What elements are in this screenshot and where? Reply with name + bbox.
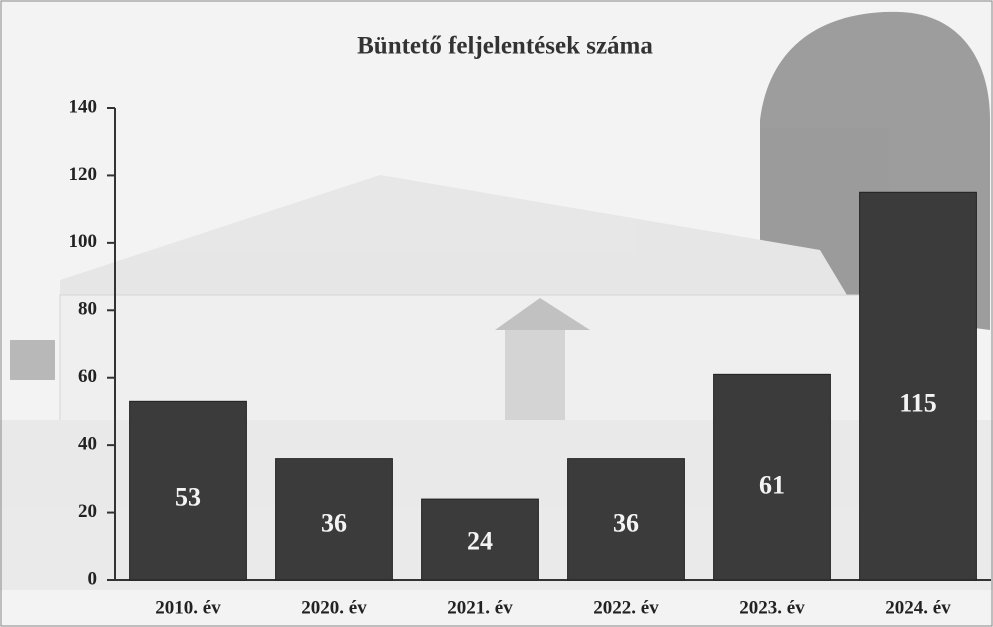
y-tick-label: 100	[69, 231, 98, 252]
x-tick-label: 2023. év	[739, 597, 805, 618]
x-tick-label: 2022. év	[593, 597, 659, 618]
door	[505, 330, 565, 420]
bar	[567, 458, 685, 581]
y-tick-label: 80	[78, 299, 97, 320]
y-tick-label: 60	[78, 366, 97, 387]
roof	[60, 175, 850, 300]
y-tick-label: 20	[78, 501, 97, 522]
bar	[129, 400, 247, 581]
bar	[713, 373, 831, 581]
value-label: 36	[613, 508, 639, 537]
porch	[495, 298, 590, 330]
x-tick-label: 2024. év	[885, 597, 951, 618]
bush	[10, 340, 55, 380]
x-tick-label: 2010. év	[155, 597, 221, 618]
value-label: 61	[759, 470, 785, 499]
y-tick-label: 0	[88, 568, 98, 589]
value-label: 53	[175, 483, 201, 512]
x-tick-label: 2021. év	[447, 597, 513, 618]
y-tick-label: 120	[69, 164, 98, 185]
value-label: 36	[321, 508, 347, 537]
bar	[275, 458, 393, 581]
value-label: 115	[899, 388, 937, 417]
y-tick-label: 40	[78, 434, 97, 455]
x-tick-label: 2020. év	[301, 597, 367, 618]
bar	[859, 191, 977, 581]
value-label: 24	[467, 527, 493, 556]
y-tick-label: 140	[69, 96, 98, 117]
bar	[421, 498, 539, 581]
chart-title: Büntető feljelentések száma	[357, 33, 653, 60]
